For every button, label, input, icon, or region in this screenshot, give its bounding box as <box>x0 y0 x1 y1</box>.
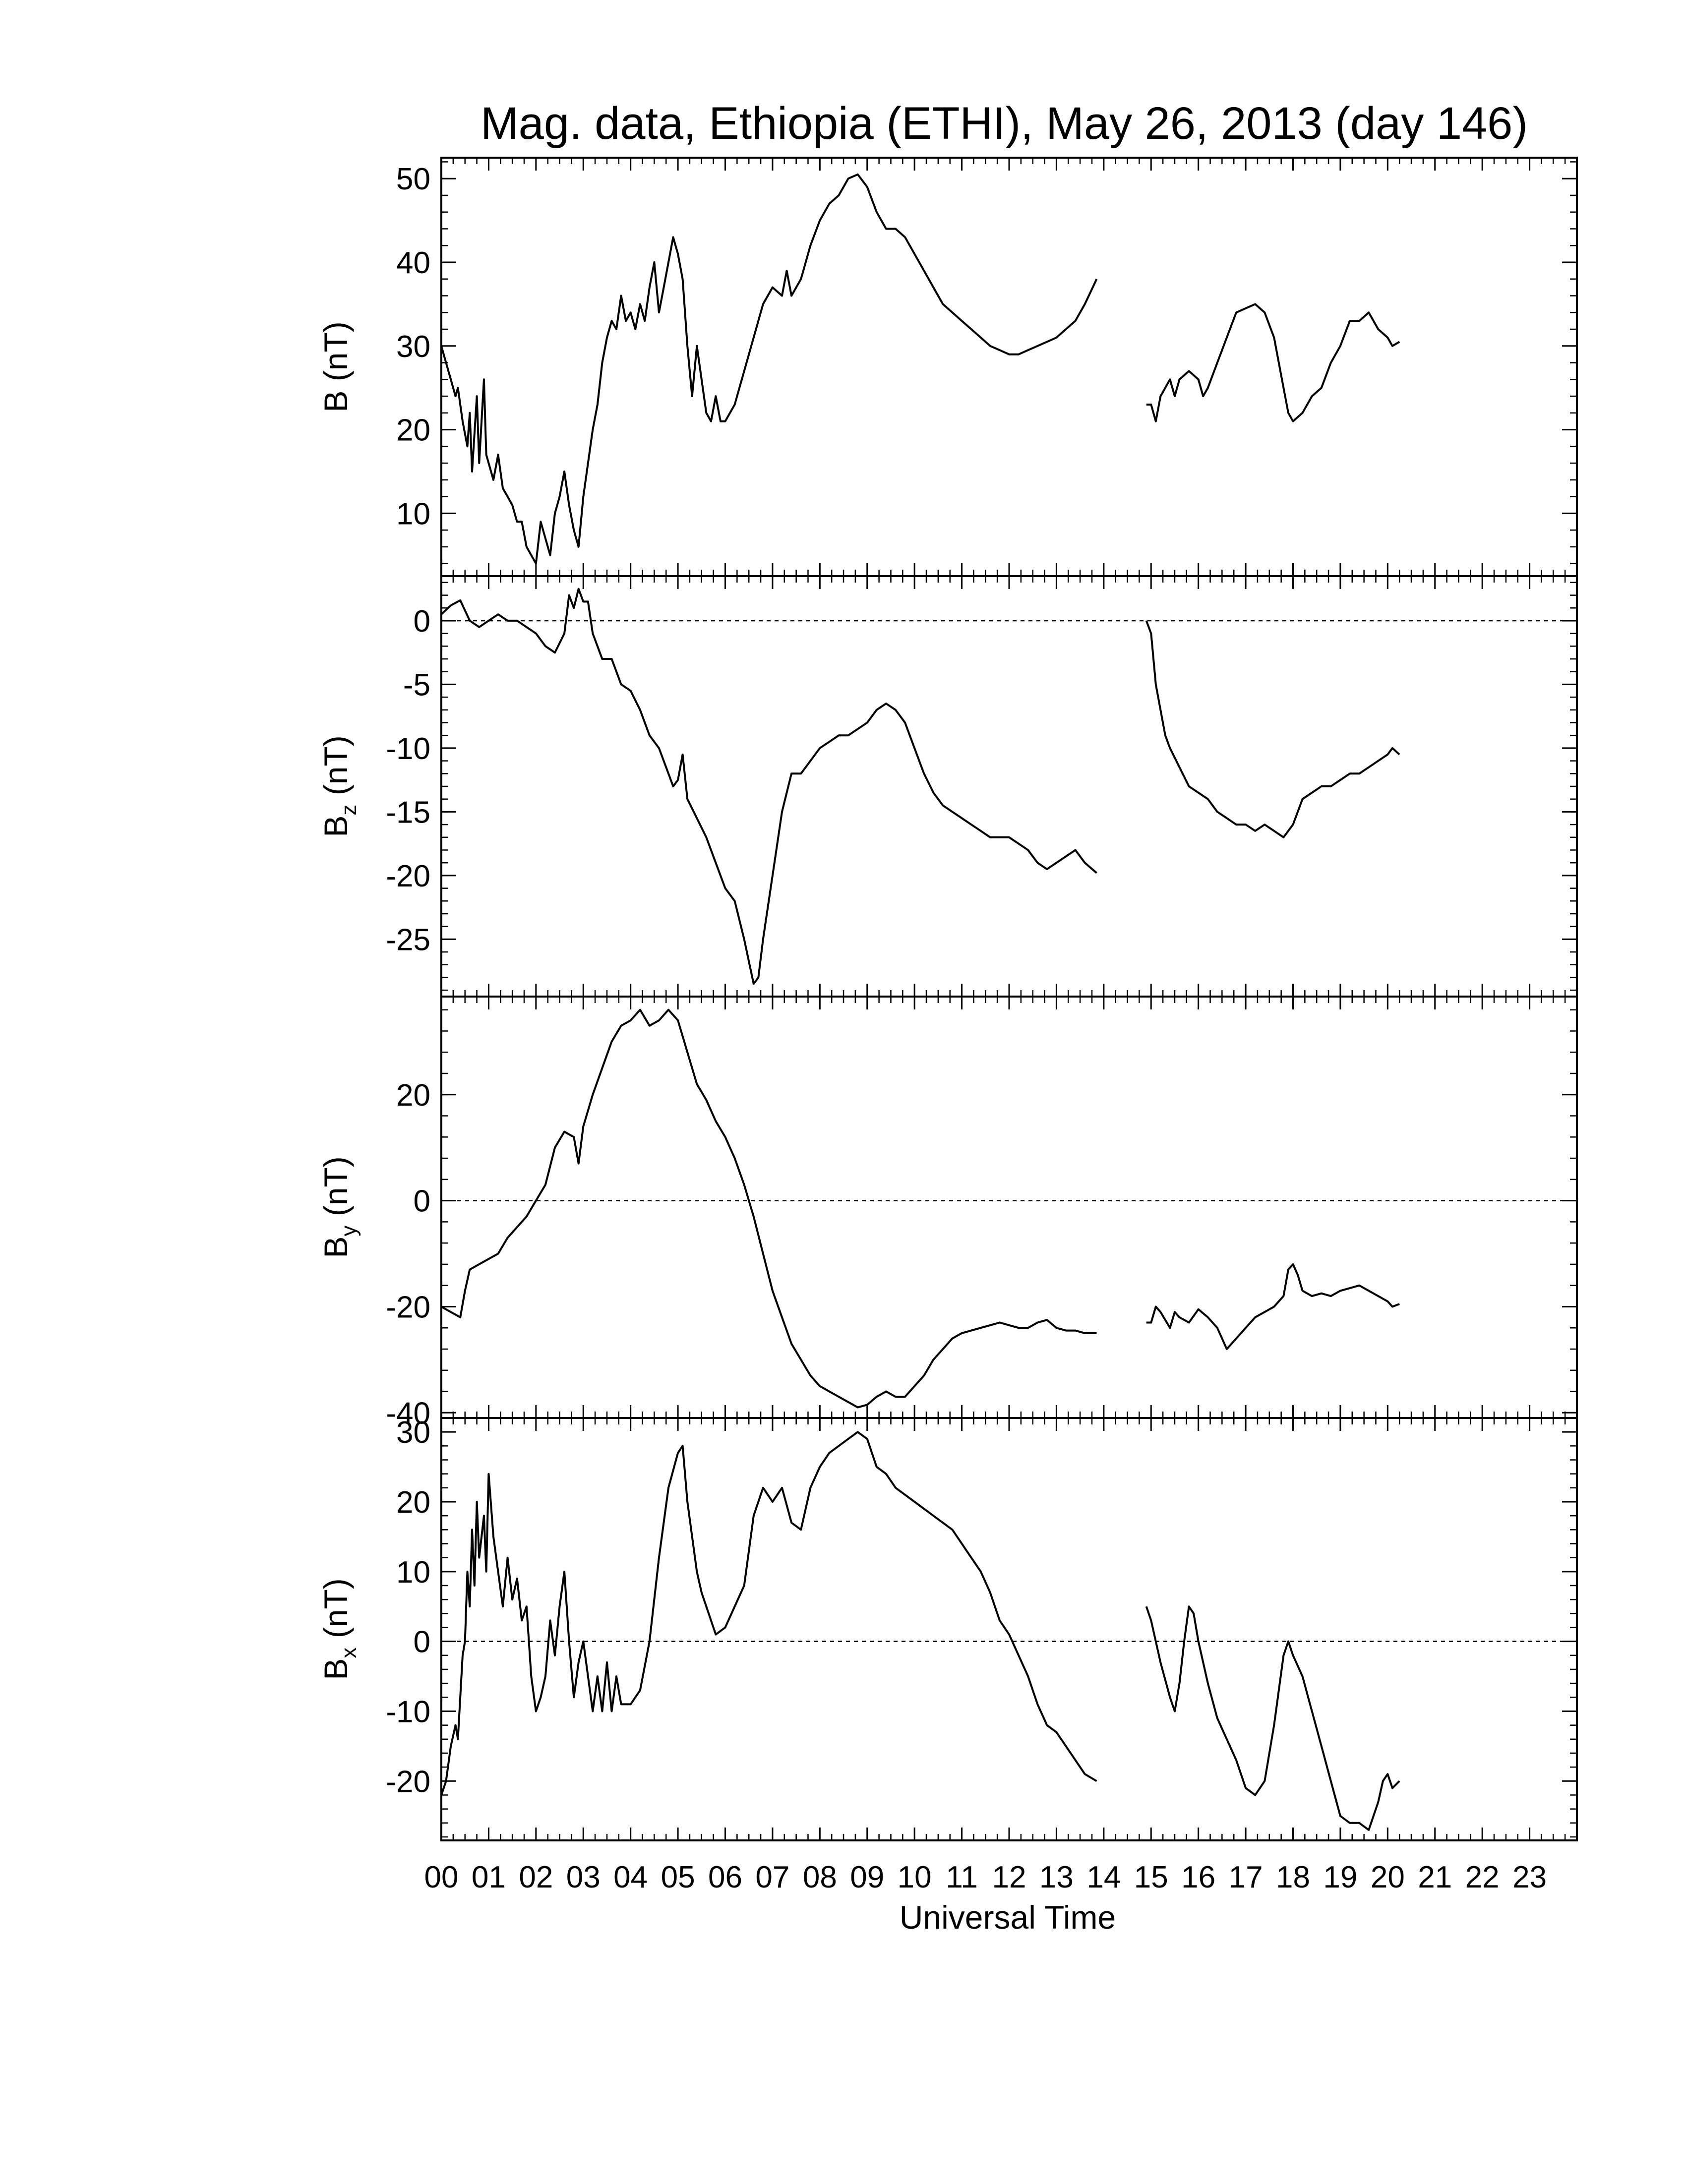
y-axis-title-unit: (nT) <box>317 1578 354 1647</box>
x-tick-label: 09 <box>850 1860 884 1894</box>
y-tick-label: 30 <box>396 330 430 364</box>
y-tick-label: 20 <box>396 413 430 448</box>
y-axis-title-subscript: y <box>337 1226 361 1237</box>
y-axis-title-main: B <box>317 1237 354 1258</box>
x-tick-label: 02 <box>519 1860 553 1894</box>
x-tick-label: 01 <box>472 1860 506 1894</box>
data-line-segment-2 <box>1145 1605 1400 1831</box>
y-tick-label: -10 <box>386 732 430 766</box>
x-axis-title: Universal Time <box>900 1899 1116 1936</box>
y-tick-label: 30 <box>396 1416 430 1450</box>
x-tick-label: 07 <box>755 1860 789 1894</box>
x-tick-label: 17 <box>1229 1860 1263 1894</box>
x-tick-label: 08 <box>803 1860 837 1894</box>
panel-4: 30 20 10 0 -10 -20 Bx (nT) <box>317 1416 1578 1841</box>
x-tick-label: 10 <box>898 1860 932 1894</box>
y-axis-title: Bx (nT) <box>317 1578 361 1680</box>
y-axis-title-unit: (nT) <box>317 1156 354 1225</box>
y-axis-title-subscript: x <box>337 1648 361 1658</box>
data-line-segment-1 <box>440 588 1097 985</box>
x-tick-label: 13 <box>1039 1860 1074 1894</box>
y-tick-label: 10 <box>396 1555 430 1590</box>
y-tick-label: 0 <box>414 1625 430 1659</box>
data-line-segment-2 <box>1146 303 1400 422</box>
y-tick-label: -25 <box>386 923 430 957</box>
panel-2: 0 -5 -10 -15 -20 -25 Bz (nT) <box>317 575 1578 998</box>
data-line-segment-1 <box>440 1431 1097 1796</box>
y-tick-label: 20 <box>396 1485 430 1520</box>
x-tick-label: 23 <box>1512 1860 1547 1894</box>
y-tick-label: 50 <box>396 162 430 196</box>
y-axis-title-unit: (nT) <box>317 735 354 804</box>
y-tick-label: -15 <box>386 795 430 829</box>
x-tick-label: 06 <box>708 1860 742 1894</box>
x-tick-label: 16 <box>1181 1860 1215 1894</box>
data-line-segment-2 <box>1145 620 1400 838</box>
y-tick-label: -10 <box>386 1695 430 1729</box>
x-tick-label: 14 <box>1086 1860 1121 1894</box>
x-tick-label: 19 <box>1323 1860 1357 1894</box>
y-axis-title-unit: (nT) <box>317 321 354 390</box>
y-tick-label: -20 <box>386 859 430 893</box>
y-tick-label: 40 <box>396 246 430 280</box>
x-tick-label: 18 <box>1276 1860 1310 1894</box>
y-axis-title: B (nT) <box>317 321 354 412</box>
x-tick-label: 20 <box>1371 1860 1405 1894</box>
y-axis-title-main: B <box>317 816 354 837</box>
x-tick-label: 21 <box>1418 1860 1452 1894</box>
y-tick-label: 20 <box>396 1078 430 1113</box>
x-tick-label: 04 <box>613 1860 648 1894</box>
x-tick-label: 12 <box>992 1860 1026 1894</box>
chart-title: Mag. data, Ethiopia (ETHI), May 26, 2013… <box>481 98 1528 149</box>
x-tick-label: 03 <box>566 1860 601 1894</box>
y-axis-title: Bz (nT) <box>317 735 361 837</box>
x-tick-label: 11 <box>946 1860 977 1894</box>
y-tick-label: -40 <box>386 1396 430 1430</box>
data-line-segment-1 <box>441 1008 1097 1409</box>
data-line-segment-2 <box>1146 1263 1400 1350</box>
y-tick-label: -20 <box>386 1290 430 1324</box>
data-line-segment-1 <box>440 173 1098 565</box>
y-tick-label: -5 <box>403 668 430 702</box>
x-tick-label: 22 <box>1465 1860 1500 1894</box>
y-axis-title-main: B <box>317 1658 354 1680</box>
y-axis-title-subscript: z <box>337 805 361 816</box>
y-tick-label: 10 <box>396 497 430 531</box>
panel-3: 20 0 -20 -40 By (nT) <box>317 996 1578 1430</box>
x-tick-label: 00 <box>424 1860 459 1894</box>
y-tick-label: 0 <box>414 1184 430 1219</box>
y-axis-title: By (nT) <box>317 1156 361 1258</box>
y-tick-label: 0 <box>414 604 430 639</box>
y-tick-label: -20 <box>386 1765 430 1799</box>
x-tick-labels: 00 01 02 03 04 05 06 07 08 09 10 11 12 13 14 15 16 17 18 19… <box>424 1860 1547 1894</box>
y-axis-title-main: B <box>317 391 354 413</box>
x-tick-label: 05 <box>661 1860 695 1894</box>
x-tick-label: 15 <box>1134 1860 1168 1894</box>
